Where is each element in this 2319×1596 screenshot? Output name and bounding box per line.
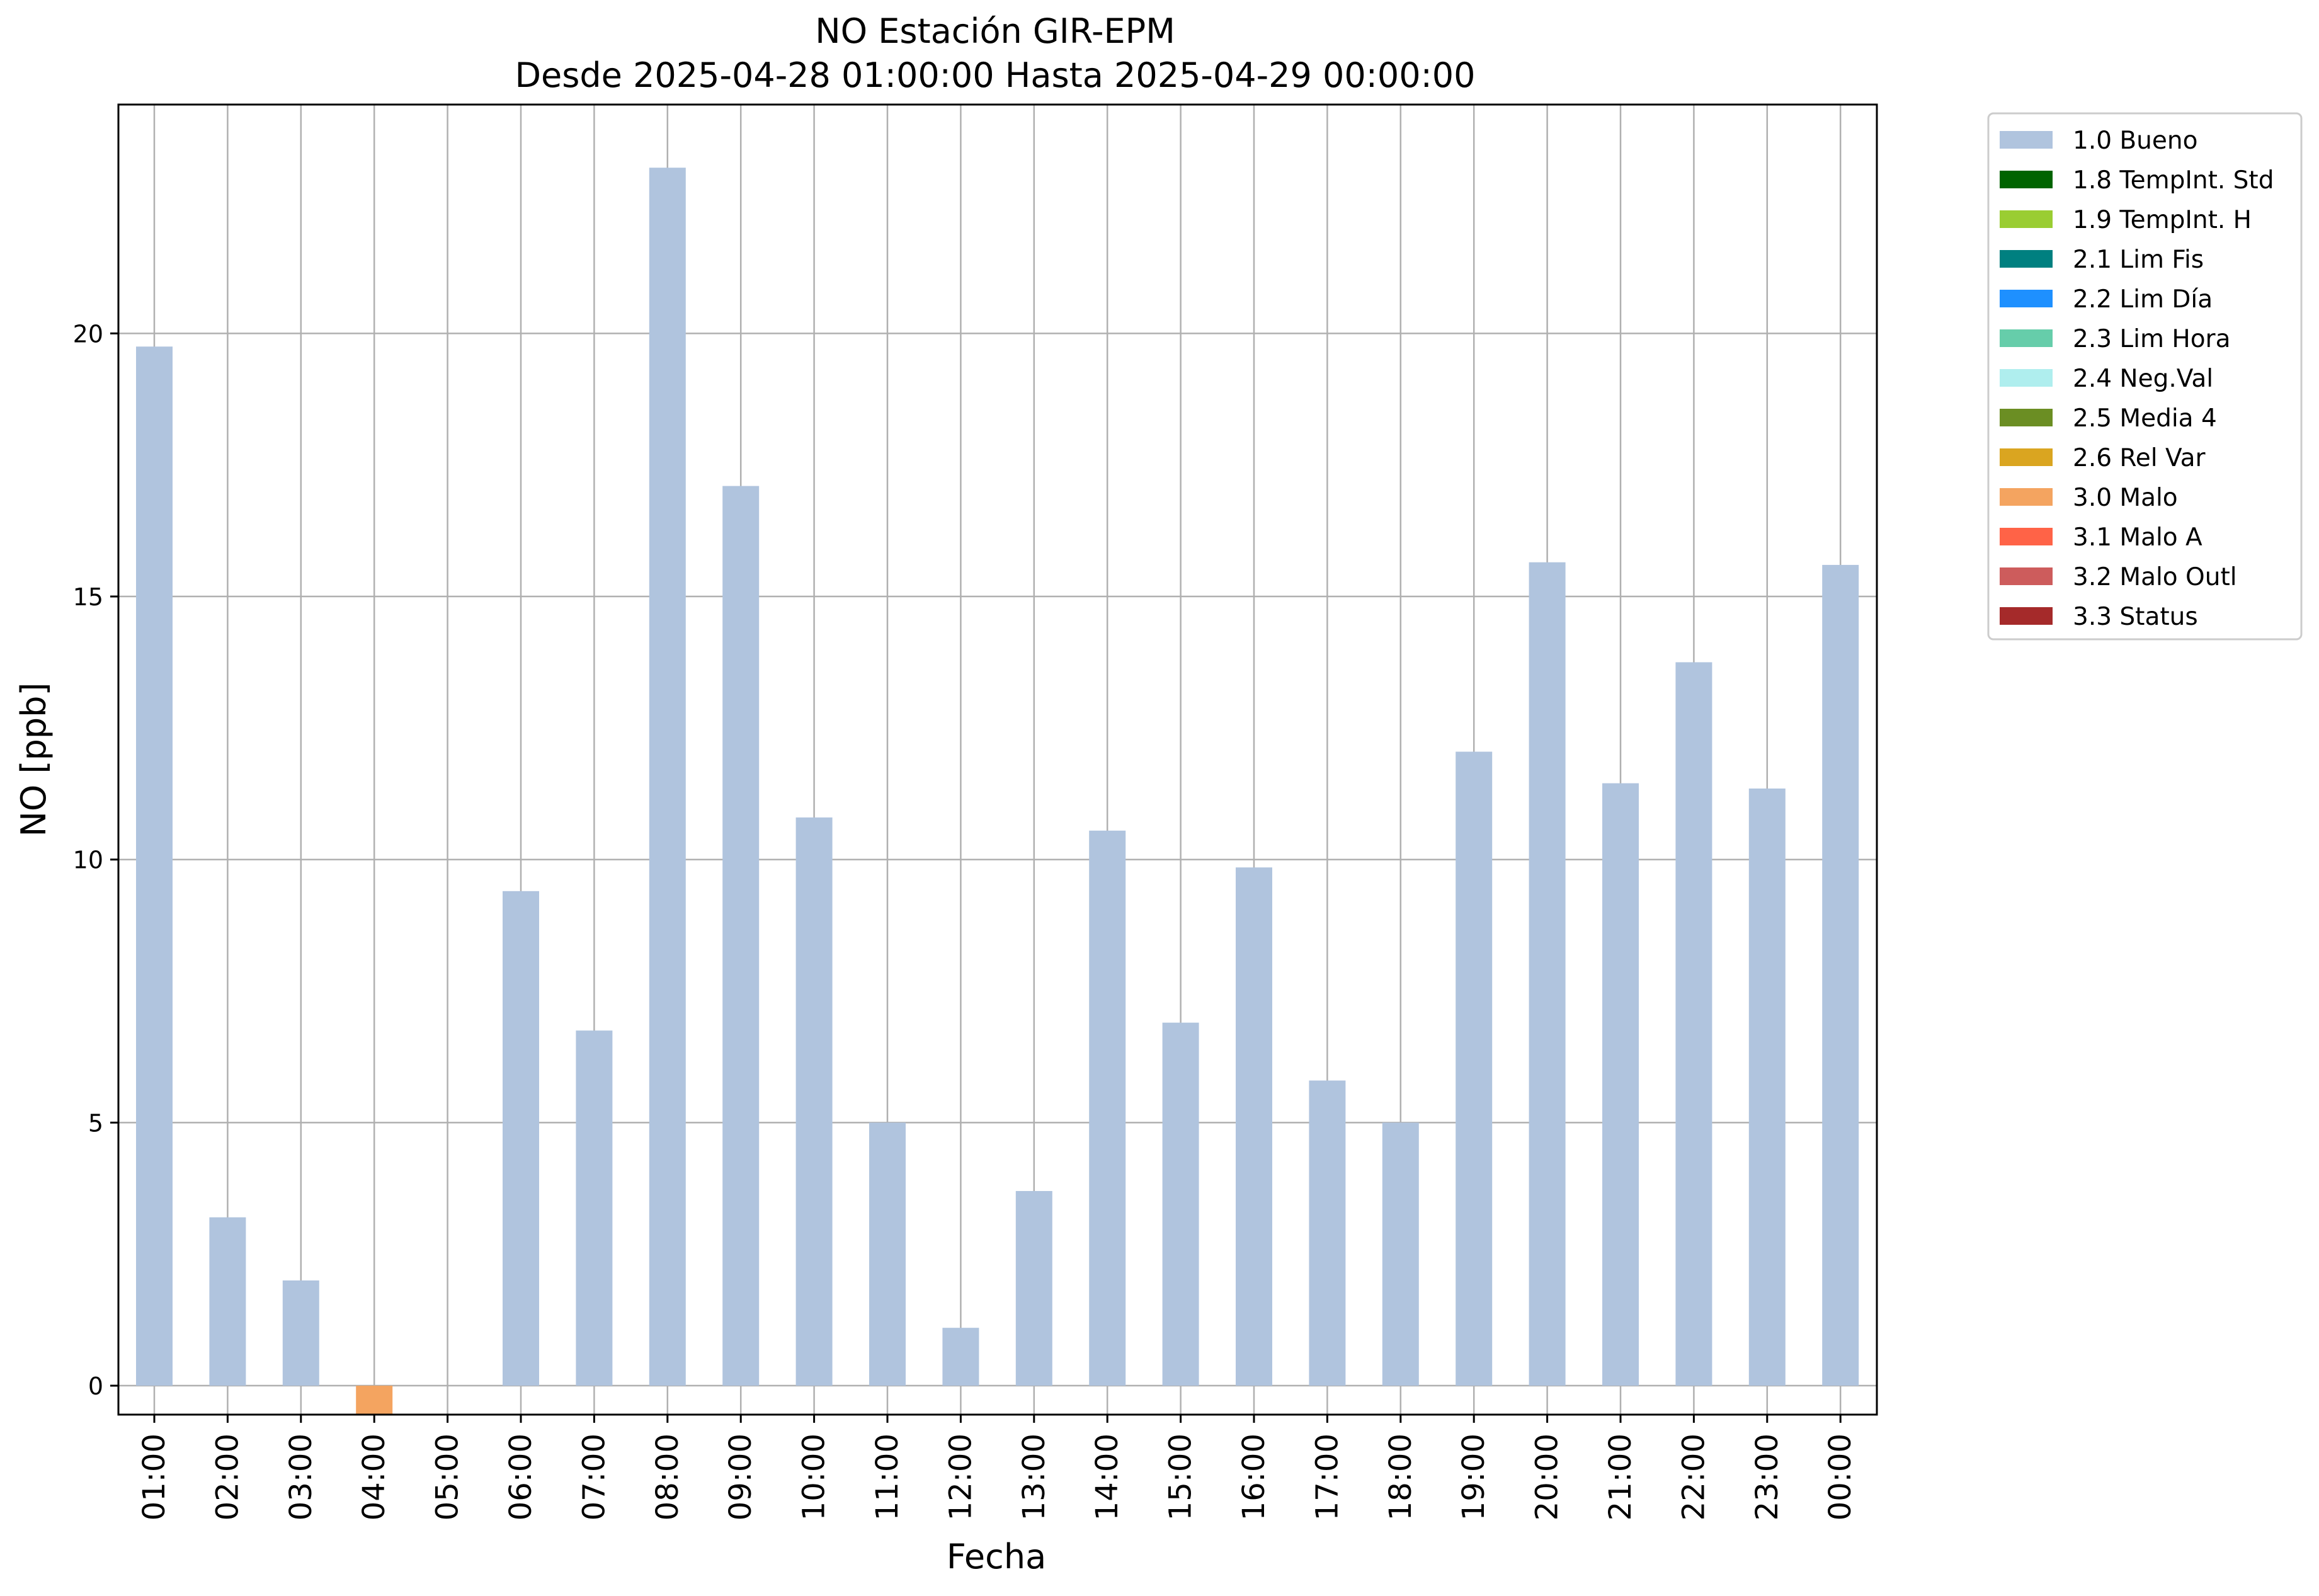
bar: [795, 817, 833, 1386]
legend-swatch: [2000, 329, 2053, 347]
bars: [136, 168, 1859, 1415]
x-tick-label: 19:00: [1456, 1434, 1491, 1520]
chart-title: NO Estación GIR-EPM: [815, 11, 1175, 51]
y-tick-label: 10: [73, 846, 103, 874]
legend-frame: [1987, 112, 2303, 641]
x-tick-label: 09:00: [723, 1434, 758, 1520]
y-tick-label: 15: [73, 583, 103, 611]
x-tick-label: 07:00: [576, 1434, 612, 1520]
bar: [1382, 1122, 1419, 1386]
bar: [942, 1328, 979, 1386]
bar: [722, 486, 760, 1386]
x-tick-label: 23:00: [1750, 1434, 1785, 1520]
bar: [282, 1280, 319, 1386]
bar: [356, 1386, 393, 1415]
legend-label: 3.0 Malo: [2073, 484, 2178, 512]
x-tick-label: 05:00: [430, 1434, 465, 1520]
bar: [1748, 788, 1786, 1386]
legend-swatch: [2000, 250, 2053, 268]
x-axis-label: Fecha: [947, 1537, 1046, 1576]
x-tick-label: 18:00: [1383, 1434, 1418, 1520]
legend-label: 3.1 Malo A: [2073, 523, 2202, 552]
legend-label: 3.2 Malo Outl: [2073, 563, 2237, 591]
x-tick-label: 22:00: [1676, 1434, 1711, 1520]
x-tick-label: 08:00: [650, 1434, 685, 1520]
chart-subtitle: Desde 2025-04-28 01:00:00 Hasta 2025-04-…: [515, 55, 1475, 95]
x-tick-label: 03:00: [283, 1434, 319, 1520]
x-tick-label: 12:00: [943, 1434, 978, 1520]
y-tick-label: 5: [88, 1109, 103, 1137]
legend-swatch: [2000, 528, 2053, 545]
bar: [209, 1217, 246, 1386]
x-tick-label: 21:00: [1603, 1434, 1638, 1520]
bar: [1822, 564, 1859, 1386]
legend-label: 2.3 Lim Hora: [2073, 325, 2231, 353]
bar: [869, 1122, 906, 1386]
x-tick-label: 16:00: [1236, 1434, 1272, 1520]
y-axis: 0 5 10 15 20: [73, 320, 118, 1400]
bar: [576, 1030, 613, 1386]
legend-label: 2.6 Rel Var: [2073, 444, 2206, 472]
bar: [1236, 867, 1272, 1386]
legend-label: 3.3 Status: [2073, 603, 2198, 631]
legend-label: 2.1 Lim Fis: [2073, 246, 2204, 274]
bar: [1162, 1022, 1199, 1386]
x-tick-label: 02:00: [210, 1434, 245, 1520]
legend-label: 1.9 TempInt. H: [2073, 206, 2252, 234]
legend-swatch: [2000, 607, 2053, 625]
bar: [503, 891, 539, 1386]
legend-swatch: [2000, 290, 2053, 307]
bar: [649, 168, 686, 1386]
legend-swatch: [2000, 409, 2053, 426]
bar: [1089, 830, 1126, 1386]
x-tick-label: 14:00: [1090, 1434, 1125, 1520]
legend-swatch: [2000, 567, 2053, 585]
plot-frame: [117, 103, 1878, 1416]
y-axis-label: NO [ppb]: [14, 682, 54, 836]
bar: [1602, 783, 1639, 1386]
legend-swatch: [2000, 488, 2053, 506]
x-tick-label: 13:00: [1017, 1434, 1052, 1520]
bar: [1529, 562, 1566, 1386]
legend-label: 2.5 Media 4: [2073, 404, 2217, 433]
legend-swatch: [2000, 210, 2053, 228]
legend-swatch: [2000, 131, 2053, 149]
x-tick-label: 17:00: [1309, 1434, 1345, 1520]
x-tick-label: 11:00: [870, 1434, 905, 1520]
legend-label: 2.2 Lim Día: [2073, 285, 2213, 314]
legend-label: 1.0 Bueno: [2073, 127, 2197, 155]
x-tick-label: 04:00: [356, 1434, 392, 1520]
legend-swatch: [2000, 171, 2053, 188]
y-tick-label: 0: [88, 1372, 103, 1400]
x-tick-label: 15:00: [1163, 1434, 1199, 1520]
bar: [136, 346, 173, 1386]
legend-swatch: [2000, 448, 2053, 466]
legend-label: 1.8 TempInt. Std: [2073, 166, 2274, 195]
legend-swatch: [2000, 369, 2053, 387]
legend: 1.0 Bueno 1.8 TempInt. Std 1.9 TempInt. H 2…: [1987, 112, 2303, 641]
x-axis: 01:00 02:00 03:00 04:00 05:00 06:00 07:00 08:00…: [137, 1415, 1858, 1520]
x-tick-label: 00:00: [1823, 1434, 1858, 1520]
y-tick-label: 20: [73, 320, 103, 348]
bar: [1309, 1080, 1346, 1386]
x-tick-label: 06:00: [503, 1434, 538, 1520]
x-tick-label: 20:00: [1530, 1434, 1565, 1520]
legend-label: 2.4 Neg.Val: [2073, 365, 2213, 393]
x-tick-label: 10:00: [797, 1434, 832, 1520]
bar: [1456, 751, 1493, 1386]
bar: [1675, 662, 1712, 1386]
bar: [1015, 1190, 1052, 1386]
x-tick-label: 01:00: [137, 1434, 172, 1520]
